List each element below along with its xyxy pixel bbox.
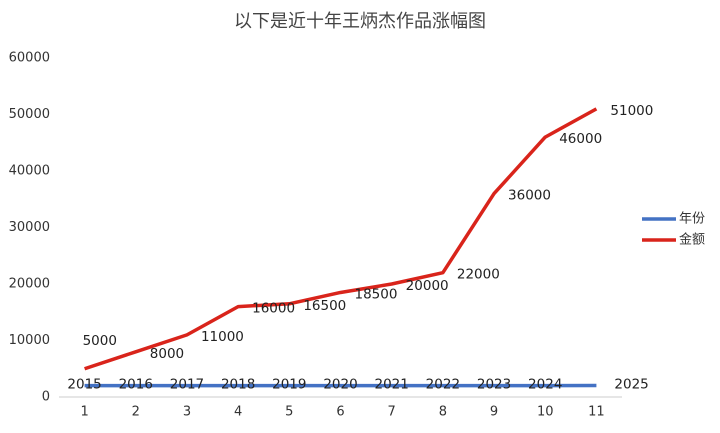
data-label: 8000	[150, 346, 184, 362]
data-label: 20000	[406, 278, 449, 294]
data-label: 2021	[375, 377, 409, 393]
data-label: 2019	[272, 377, 306, 393]
x-tick-label: 9	[490, 405, 498, 420]
data-label: 46000	[559, 131, 602, 147]
data-label: 2020	[323, 377, 357, 393]
chart-title: 以下是近十年王炳杰作品涨幅图	[234, 11, 486, 32]
data-label: 2018	[221, 377, 255, 393]
data-label: 2023	[477, 377, 511, 393]
data-label: 36000	[508, 188, 551, 204]
data-label: 16500	[303, 298, 346, 314]
series-line	[84, 107, 598, 371]
data-label: 11000	[201, 329, 244, 345]
x-tick-label: 8	[439, 405, 447, 420]
data-label: 2016	[119, 377, 153, 393]
x-tick-label: 3	[183, 405, 191, 420]
x-tick-label: 11	[588, 405, 605, 420]
data-label: 22000	[457, 267, 500, 283]
y-tick-label: 60000	[9, 51, 50, 66]
y-tick-label: 0	[42, 390, 50, 405]
y-tick-label: 10000	[9, 333, 50, 348]
legend-label: 年份	[679, 212, 705, 227]
x-tick-label: 5	[285, 405, 293, 420]
data-label: 2025	[614, 377, 648, 393]
y-tick-label: 30000	[9, 220, 50, 235]
y-tick-label: 50000	[9, 107, 50, 122]
data-label: 2022	[426, 377, 460, 393]
data-label: 2024	[528, 377, 562, 393]
data-label: 2015	[67, 377, 101, 393]
x-tick-label: 10	[537, 405, 554, 420]
data-label: 18500	[355, 286, 398, 302]
data-label: 5000	[83, 333, 117, 349]
legend-label: 金额	[679, 232, 705, 248]
y-tick-label: 40000	[9, 164, 50, 179]
x-tick-label: 7	[388, 405, 396, 420]
data-label: 2017	[170, 377, 204, 393]
x-tick-label: 1	[80, 405, 88, 420]
x-tick-label: 6	[336, 405, 344, 420]
y-tick-label: 20000	[9, 277, 50, 292]
x-tick-label: 2	[132, 405, 140, 420]
data-label: 51000	[610, 103, 653, 119]
x-tick-label: 4	[234, 405, 242, 420]
data-label: 16000	[252, 301, 295, 317]
